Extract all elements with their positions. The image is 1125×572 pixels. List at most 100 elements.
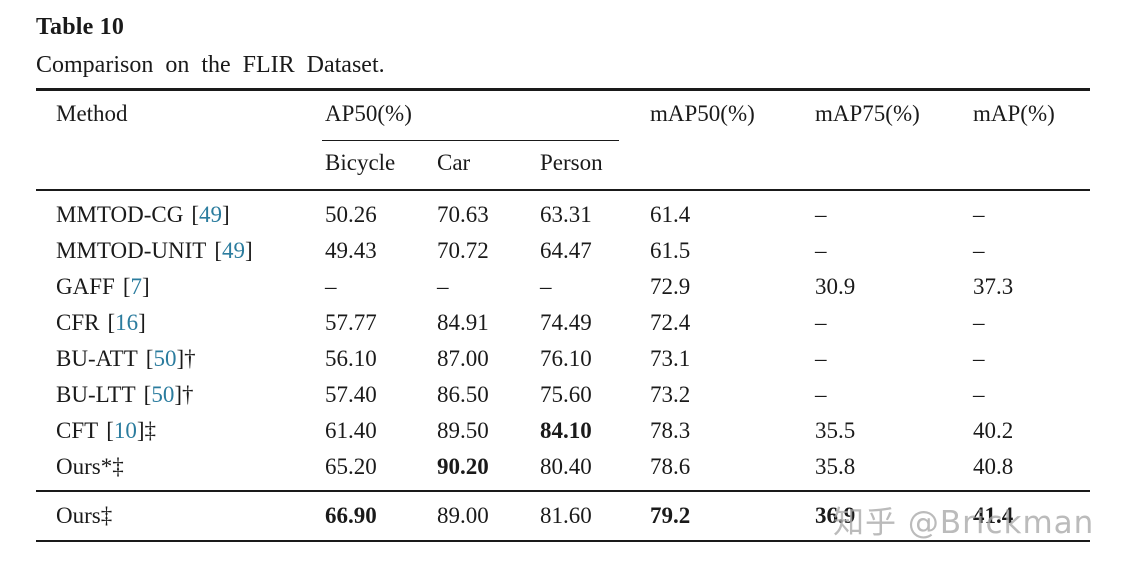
col-header-person: Person — [540, 149, 603, 175]
mid-rule — [36, 490, 1090, 492]
map75-cell: – — [815, 310, 827, 335]
method-cell: MMTOD-UNIT [49] — [56, 238, 253, 263]
map50-cell: 78.3 — [650, 418, 691, 443]
car-cell: 89.00 — [437, 502, 489, 528]
method-cell: MMTOD-CG [49] — [56, 202, 230, 227]
map50-cell: 72.4 — [650, 310, 691, 335]
bicycle-cell: 65.20 — [325, 454, 377, 479]
map-cell: – — [973, 382, 985, 407]
bicycle-cell: 57.77 — [325, 310, 377, 335]
map-cell: 37.3 — [973, 274, 1014, 299]
map-cell: 41.4 — [973, 502, 1014, 528]
table-row: MMTOD-UNIT [49] 49.43 70.72 64.47 61.5 – … — [36, 233, 1090, 269]
table-caption: Comparison on the FLIR Dataset. — [36, 52, 385, 78]
table-row: BU-LTT [50]† 57.40 86.50 75.60 73.2 – – — [36, 377, 1090, 413]
citation-link[interactable]: 10 — [113, 418, 137, 443]
col-header-car: Car — [437, 149, 471, 175]
map75-cell: 35.5 — [815, 418, 856, 443]
person-cell: 84.10 — [540, 418, 592, 443]
car-cell: 70.63 — [437, 202, 489, 227]
table-row: MMTOD-CG [49] 50.26 70.63 63.31 61.4 – – — [36, 197, 1090, 233]
map50-cell: 61.5 — [650, 238, 691, 263]
map-cell: 40.8 — [973, 454, 1014, 479]
site-watermark: 知乎 @Brickman — [833, 505, 1095, 541]
table-row: CFT [10]‡ 61.40 89.50 84.10 78.3 35.5 40.… — [36, 413, 1090, 449]
table-header: Method AP50(%) mAP50(%) mAP75(%) mAP(%) … — [36, 91, 1090, 189]
bicycle-cell: 57.40 — [325, 382, 377, 407]
method-name: MMTOD-CG — [56, 202, 184, 227]
method-name: Ours — [56, 502, 101, 528]
citation-link[interactable]: 7 — [130, 274, 142, 299]
bicycle-cell: 61.40 — [325, 418, 377, 443]
bicycle-cell: 56.10 — [325, 346, 377, 371]
person-cell: – — [540, 274, 552, 299]
method-name: CFT — [56, 418, 99, 443]
citation-link[interactable]: 50 — [153, 346, 177, 371]
person-cell: 80.40 — [540, 454, 592, 479]
table-row: CFR [16] 57.77 84.91 74.49 72.4 – – — [36, 305, 1090, 341]
method-name: MMTOD-UNIT — [56, 238, 207, 263]
table-body: MMTOD-CG [49] 50.26 70.63 63.31 61.4 – – … — [36, 191, 1090, 485]
method-suffix: † — [184, 346, 196, 371]
map75-cell: – — [815, 346, 827, 371]
col-header-map75: mAP75(%) — [815, 100, 920, 126]
top-rule — [36, 88, 1090, 91]
method-name: Ours — [56, 454, 101, 479]
map-cell: 40.2 — [973, 418, 1014, 443]
method-cell: BU-LTT [50]† — [56, 382, 194, 407]
map75-cell: – — [815, 202, 827, 227]
car-cell: 86.50 — [437, 382, 489, 407]
bicycle-cell: 50.26 — [325, 202, 377, 227]
map-cell: – — [973, 346, 985, 371]
table-row: Ours*‡ 65.20 90.20 80.40 78.6 35.8 40.8 — [36, 449, 1090, 485]
map50-cell: 73.1 — [650, 346, 691, 371]
citation-link[interactable]: 49 — [199, 202, 223, 227]
citation-link[interactable]: 50 — [151, 382, 175, 407]
car-cell: 70.72 — [437, 238, 489, 263]
method-suffix: † — [182, 382, 194, 407]
person-cell: 75.60 — [540, 382, 592, 407]
map50-cell: 72.9 — [650, 274, 691, 299]
car-cell: 89.50 — [437, 418, 489, 443]
table-row: GAFF [7] – – – 72.9 30.9 37.3 — [36, 269, 1090, 305]
map75-cell: – — [815, 382, 827, 407]
bottom-rule — [36, 539, 1090, 543]
method-cell: Ours*‡ — [36, 454, 325, 480]
map50-cell: 79.2 — [650, 502, 691, 528]
col-header-map: mAP(%) — [973, 100, 1055, 126]
person-cell: 81.60 — [540, 502, 592, 528]
table-row: BU-ATT [50]† 56.10 87.00 76.10 73.1 – – — [36, 341, 1090, 377]
car-cell: 90.20 — [437, 454, 489, 479]
method-cell: GAFF [7] — [56, 274, 150, 299]
method-name: GAFF — [56, 274, 115, 299]
map-cell: – — [973, 310, 985, 335]
table-row-final: Ours‡ 66.90 89.00 81.60 79.2 36.9 41.4 — [36, 492, 1090, 540]
method-cell: Ours‡ — [36, 503, 325, 529]
method-name: BU-LTT — [56, 382, 136, 407]
map75-cell: – — [815, 238, 827, 263]
col-header-bicycle: Bicycle — [325, 149, 396, 175]
method-cell: BU-ATT [50]† — [56, 346, 196, 371]
citation-link[interactable]: 16 — [115, 310, 139, 335]
car-cell: 84.91 — [437, 310, 489, 335]
col-header-method: Method — [56, 100, 128, 126]
bicycle-cell: – — [325, 274, 337, 299]
method-cell: CFR [16] — [56, 310, 146, 335]
results-table: Method AP50(%) mAP50(%) mAP75(%) mAP(%) … — [36, 88, 1090, 543]
method-suffix: ‡ — [100, 502, 113, 528]
citation-link[interactable]: 49 — [222, 238, 246, 263]
person-cell: 76.10 — [540, 346, 592, 371]
method-suffix: *‡ — [100, 454, 124, 479]
col-header-ap50-group: AP50(%) — [325, 100, 412, 126]
method-suffix: ‡ — [144, 418, 157, 443]
bicycle-cell: 66.90 — [325, 502, 377, 528]
map50-cell: 78.6 — [650, 454, 691, 479]
person-cell: 64.47 — [540, 238, 592, 263]
car-cell: – — [437, 274, 449, 299]
map50-cell: 73.2 — [650, 382, 691, 407]
method-cell: CFT [10]‡ — [56, 418, 157, 443]
bicycle-cell: 49.43 — [325, 238, 377, 263]
map-cell: – — [973, 238, 985, 263]
map50-cell: 61.4 — [650, 202, 691, 227]
